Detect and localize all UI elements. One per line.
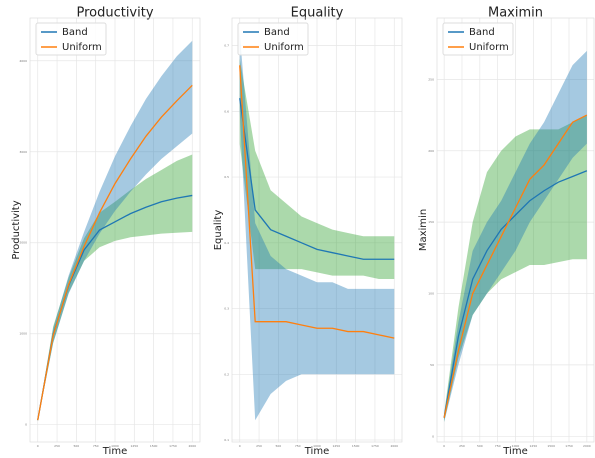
x-tick-label: 2000 bbox=[583, 444, 591, 448]
y-tick-label: 150 bbox=[428, 220, 434, 224]
y-tick-label: 250 bbox=[428, 77, 434, 81]
legend-label: Uniform bbox=[469, 42, 509, 53]
x-tick-label: 0 bbox=[443, 444, 445, 448]
series-line bbox=[37, 84, 193, 421]
y-tick-label: 0.7 bbox=[224, 44, 229, 48]
y-tick-label: 0 bbox=[25, 423, 27, 427]
y-axis-label: Equality bbox=[213, 210, 224, 251]
y-tick-label: 0.3 bbox=[224, 307, 229, 311]
x-axis-label: Time bbox=[304, 446, 329, 457]
confidence-band bbox=[239, 32, 395, 421]
y-axis-label: Productivity bbox=[11, 200, 22, 259]
x-tick-label: 500 bbox=[275, 444, 281, 448]
confidence-band bbox=[239, 58, 395, 279]
y-tick-label: 0.2 bbox=[224, 372, 229, 376]
series-line bbox=[443, 170, 588, 418]
y-axis-label: Maximin bbox=[418, 209, 429, 251]
panel: Maximin Time Maximin 0 50 100 150 200 250 0 250 500… bbox=[418, 6, 595, 457]
x-tick-label: 750 bbox=[93, 444, 99, 448]
x-tick-label: 250 bbox=[459, 444, 465, 448]
x-tick-label: 1500 bbox=[547, 444, 555, 448]
y-tick-label: 100 bbox=[428, 292, 434, 296]
confidence-band bbox=[444, 50, 587, 423]
panel: Productivity Time Productivity 0 1000 2000 300… bbox=[11, 6, 201, 457]
plot-frame bbox=[231, 17, 403, 443]
confidence-band bbox=[444, 115, 587, 423]
series-line bbox=[239, 98, 395, 260]
x-tick-label: 1000 bbox=[512, 444, 520, 448]
y-tick-label: 2000 bbox=[19, 241, 27, 245]
x-tick-label: 1250 bbox=[130, 444, 138, 448]
x-tick-label: 0 bbox=[239, 444, 241, 448]
legend-label: Uniform bbox=[264, 42, 304, 53]
x-tick-label: 1000 bbox=[111, 444, 119, 448]
x-tick-label: 1000 bbox=[313, 444, 321, 448]
chart-title: Productivity bbox=[76, 6, 153, 21]
x-tick-label: 0 bbox=[37, 444, 39, 448]
series-line bbox=[443, 114, 588, 418]
y-tick-label: 1000 bbox=[19, 332, 27, 336]
legend-label: Band bbox=[62, 27, 88, 38]
x-tick-label: 1250 bbox=[332, 444, 340, 448]
x-tick-label: 750 bbox=[495, 444, 501, 448]
x-tick-label: 2000 bbox=[188, 444, 196, 448]
y-tick-label: 0.6 bbox=[224, 109, 229, 113]
x-tick-label: 2000 bbox=[390, 444, 398, 448]
x-tick-label: 500 bbox=[73, 444, 79, 448]
x-tick-label: 1750 bbox=[371, 444, 379, 448]
panel: Equality Time Equality 0.1 0.2 0.3 0.4 0.5 0.6 0.… bbox=[213, 6, 403, 457]
x-tick-label: 250 bbox=[54, 444, 60, 448]
x-tick-label: 250 bbox=[256, 444, 262, 448]
x-tick-label: 1500 bbox=[150, 444, 158, 448]
x-tick-label: 1750 bbox=[565, 444, 573, 448]
confidence-band bbox=[37, 40, 193, 422]
y-tick-label: 3000 bbox=[19, 150, 27, 154]
x-tick-label: 750 bbox=[295, 444, 301, 448]
x-axis-label: Time bbox=[102, 446, 127, 457]
legend-label: Band bbox=[469, 27, 495, 38]
y-tick-label: 4000 bbox=[19, 59, 27, 63]
y-tick-label: 50 bbox=[430, 363, 434, 367]
x-tick-label: 1500 bbox=[352, 444, 360, 448]
x-tick-label: 1250 bbox=[530, 444, 538, 448]
legend-label: Uniform bbox=[62, 42, 102, 53]
chart-title: Equality bbox=[291, 6, 344, 21]
y-tick-label: 200 bbox=[428, 149, 434, 153]
confidence-band bbox=[37, 154, 193, 422]
y-tick-label: 0.1 bbox=[224, 438, 229, 442]
x-axis-label: Time bbox=[502, 446, 527, 457]
y-tick-label: 0.5 bbox=[224, 175, 229, 179]
series-line bbox=[239, 65, 395, 339]
x-tick-label: 1750 bbox=[169, 444, 177, 448]
chart-title: Maximin bbox=[488, 6, 543, 21]
y-tick-label: 0.4 bbox=[224, 241, 229, 245]
legend-label: Band bbox=[264, 27, 290, 38]
plot-frame bbox=[29, 17, 201, 443]
plot-frame bbox=[436, 17, 595, 443]
x-tick-label: 500 bbox=[477, 444, 483, 448]
y-tick-label: 0 bbox=[432, 434, 434, 438]
